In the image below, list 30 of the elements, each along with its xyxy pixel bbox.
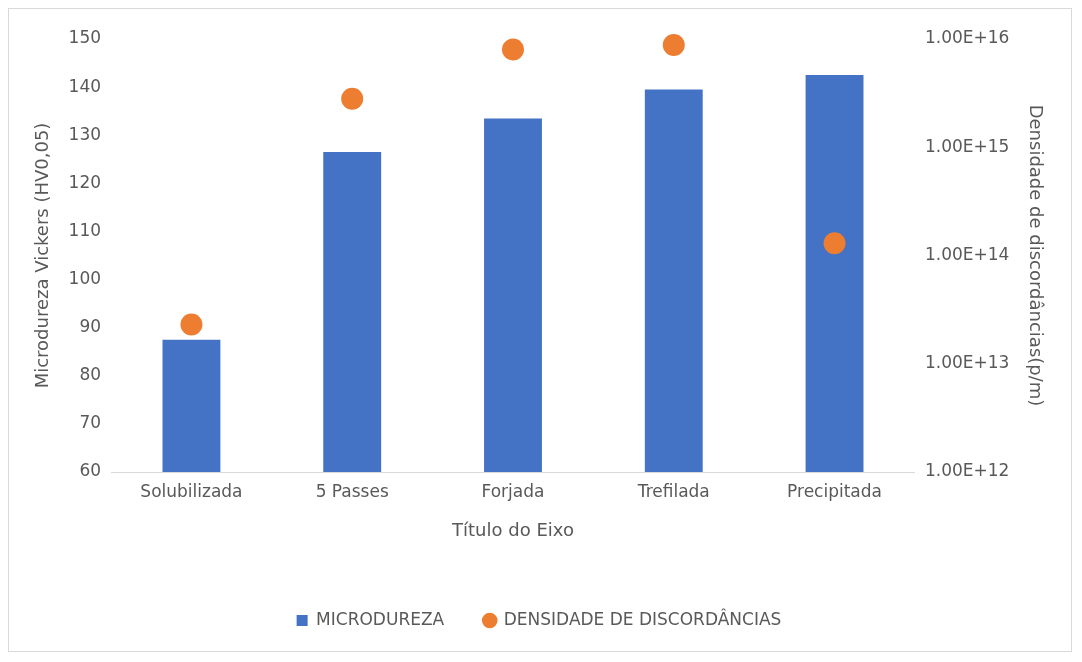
- y2-axis-title: Densidade de discordâncias(p/m): [1025, 104, 1047, 407]
- y-tick-label: 110: [68, 219, 102, 240]
- y-tick-label: 120: [68, 171, 102, 192]
- y2-tick-label: 1.00E+14: [924, 243, 1010, 264]
- y2-tick-label: 1.00E+15: [924, 135, 1010, 156]
- y-tick-label: 100: [68, 267, 102, 288]
- y2-tick-label: 1.00E+12: [924, 460, 1010, 481]
- x-tick-label: 5 Passes: [315, 480, 389, 501]
- y-tick-label: 150: [68, 27, 102, 48]
- y-tick-label: 130: [68, 123, 102, 144]
- x-tick-label: Precipitada: [787, 480, 882, 501]
- y-axis-title: Microdureza Vickers (HV0,05): [31, 122, 53, 389]
- x-tick-label: Forjada: [481, 480, 545, 501]
- y-tick-label: 90: [79, 316, 102, 337]
- x-axis-title: Título do Eixo: [451, 518, 574, 540]
- y2-tick-label: 1.00E+13: [924, 352, 1010, 373]
- x-tick-label: Solubilizada: [140, 480, 243, 501]
- y-tick-label: 60: [79, 460, 102, 481]
- y2-tick-label: 1.00E+16: [924, 27, 1010, 48]
- point: [662, 34, 685, 57]
- x-tick-label: Trefilada: [636, 480, 710, 501]
- point: [180, 313, 203, 336]
- point: [823, 232, 846, 255]
- legend-label: DENSIDADE DE DISCORDÂNCIAS: [503, 607, 782, 629]
- y-tick-label: 80: [79, 364, 102, 385]
- legend-label: MICRODUREZA: [316, 608, 445, 629]
- point: [501, 38, 524, 61]
- y-tick-label: 140: [68, 75, 102, 96]
- y-tick-label: 70: [79, 412, 102, 433]
- point: [341, 87, 364, 110]
